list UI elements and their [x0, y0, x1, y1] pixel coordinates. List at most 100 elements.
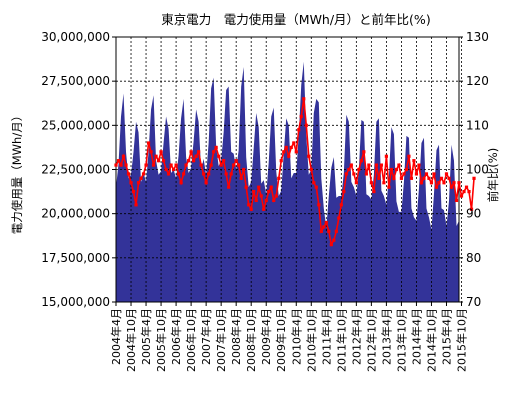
x-tick-label: 2004年4月: [109, 308, 123, 365]
yoy-ratio-point: [264, 198, 268, 203]
yoy-ratio-point: [359, 159, 363, 163]
yoy-ratio-point: [182, 172, 186, 176]
yoy-ratio-point: [412, 159, 416, 163]
yoy-ratio-point: [304, 123, 308, 127]
yoy-ratio-point: [136, 181, 141, 185]
x-tick-label: 2006年10月: [184, 308, 198, 372]
yoy-ratio-point: [332, 238, 336, 242]
yoy-ratio-point: [194, 154, 198, 158]
yoy-ratio-point: [409, 176, 414, 180]
x-tick-label: 2009年10月: [274, 308, 288, 372]
x-tick-label: 2005年4月: [139, 308, 153, 365]
yoy-ratio-point: [131, 189, 136, 194]
x-tick-label: 2013年4月: [379, 308, 393, 365]
yoy-ratio-point: [392, 176, 396, 180]
y-tick-label: 20,000,000: [41, 207, 110, 221]
yoy-ratio-point: [121, 154, 126, 158]
yoy-ratio-point: [192, 159, 196, 163]
x-tick-label: 2011年4月: [319, 308, 333, 365]
yoy-ratio-point: [171, 167, 176, 172]
yoy-ratio-point: [419, 181, 424, 185]
yoy-ratio-point: [244, 185, 248, 189]
yoy-ratio-point: [439, 176, 444, 180]
yoy-ratio-point: [151, 163, 156, 167]
usage-area-series: [116, 61, 459, 303]
y-tick-label: 30,000,000: [41, 30, 110, 44]
yoy-ratio-point: [364, 172, 368, 176]
x-tick-label: 2010年10月: [304, 308, 318, 372]
y2-tick-label: 100: [466, 163, 489, 177]
yoy-ratio-point: [146, 141, 151, 145]
yoy-ratio-point: [209, 163, 213, 167]
y-tick-label: 25,000,000: [41, 118, 110, 132]
yoy-ratio-point: [257, 185, 261, 189]
yoy-ratio-point: [417, 163, 421, 167]
yoy-ratio-point: [272, 198, 276, 203]
x-tick-label: 2007年4月: [199, 308, 213, 365]
yoy-ratio-point: [179, 181, 183, 185]
x-tick-label: 2007年10月: [214, 308, 228, 372]
yoy-ratio-point: [469, 207, 474, 211]
y2-tick-label: 90: [466, 207, 481, 221]
yoy-ratio-point: [274, 194, 278, 198]
yoy-ratio-point: [202, 172, 206, 176]
yoy-ratio-point: [232, 163, 236, 167]
yoy-ratio-point: [259, 194, 263, 198]
y2-tick-label: 70: [466, 295, 481, 309]
yoy-ratio-point: [284, 145, 288, 150]
y-tick-label: 15,000,000: [41, 295, 110, 309]
yoy-ratio-point: [277, 176, 281, 180]
yoy-ratio-point: [464, 185, 469, 189]
yoy-ratio-point: [144, 163, 148, 167]
yoy-ratio-point: [374, 163, 378, 167]
yoy-ratio-point: [139, 176, 143, 180]
yoy-ratio-point: [347, 167, 351, 172]
yoy-ratio-point: [234, 159, 238, 163]
yoy-ratio-point: [176, 172, 181, 176]
x-tick-label: 2012年4月: [349, 308, 363, 365]
yoy-ratio-point: [437, 181, 441, 185]
yoy-ratio-point: [161, 159, 166, 163]
yoy-ratio-point: [224, 172, 228, 176]
yoy-ratio-point: [462, 189, 466, 194]
x-tick-label: 2005年10月: [154, 308, 168, 372]
yoy-ratio-point: [339, 203, 343, 207]
yoy-ratio-point: [427, 176, 431, 180]
yoy-ratio-point: [116, 159, 121, 163]
y-tick-label: 27,500,000: [41, 74, 110, 88]
yoy-ratio-point: [199, 163, 203, 167]
yoy-ratio-point: [237, 163, 241, 167]
yoy-ratio-point: [402, 172, 406, 176]
yoy-ratio-point: [294, 150, 298, 154]
yoy-ratio-point: [297, 128, 301, 132]
yoy-ratio-point: [292, 141, 296, 145]
y2-tick-label: 110: [466, 118, 489, 132]
yoy-ratio-point: [254, 198, 258, 203]
yoy-ratio-point: [472, 176, 476, 180]
yoy-ratio-point: [357, 167, 361, 172]
y-tick-label: 22,500,000: [41, 163, 110, 177]
chart-title: 東京電力 電力使用量（MWh/月）と前年比(%): [161, 12, 430, 27]
yoy-ratio-point: [169, 163, 173, 167]
yoy-ratio-point: [377, 176, 381, 180]
yoy-ratio-point: [447, 176, 451, 180]
yoy-ratio-point: [337, 216, 341, 220]
yoy-ratio-point: [407, 154, 411, 158]
yoy-ratio-point: [317, 203, 321, 207]
yoy-ratio-point: [434, 185, 439, 189]
x-tick-label: 2013年10月: [394, 308, 408, 372]
yoy-ratio-point: [269, 185, 273, 189]
yoy-ratio-point: [369, 181, 373, 185]
yoy-ratio-point: [429, 181, 434, 185]
yoy-ratio-point: [354, 181, 358, 185]
yoy-ratio-point: [389, 167, 393, 172]
yoy-ratio-point: [242, 167, 246, 172]
yoy-ratio-point: [279, 159, 283, 163]
yoy-ratio-point: [432, 172, 436, 176]
yoy-ratio-point: [394, 167, 399, 172]
yoy-ratio-point: [159, 150, 163, 154]
yoy-ratio-point: [314, 185, 318, 189]
y-tick-label: 17,500,000: [41, 251, 110, 265]
yoy-ratio-point: [312, 181, 316, 185]
